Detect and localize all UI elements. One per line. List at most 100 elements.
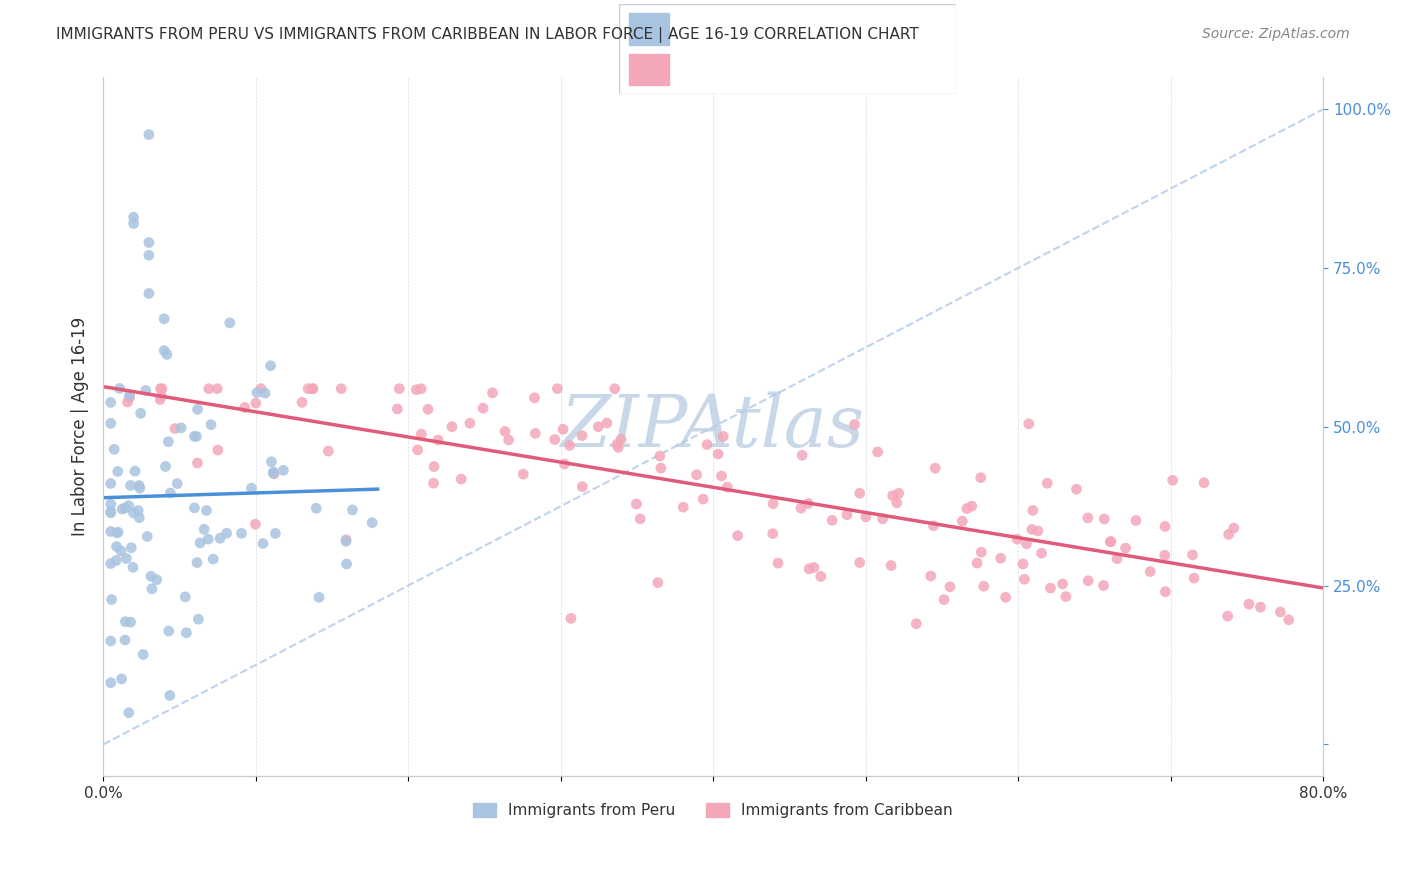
Point: [628, 512, 651, 526]
Point: [342, 503, 364, 517]
Point: [388, 382, 411, 396]
Point: [157, 624, 180, 638]
Point: [132, 648, 155, 662]
Point: [727, 529, 749, 543]
Point: [710, 469, 733, 483]
Point: [440, 419, 463, 434]
Point: [1278, 613, 1301, 627]
Point: [264, 526, 287, 541]
Point: [792, 448, 814, 462]
Point: [183, 429, 205, 443]
Point: [103, 442, 125, 457]
Point: [149, 392, 172, 407]
Point: [250, 382, 273, 396]
Point: [762, 497, 785, 511]
Point: [156, 347, 179, 361]
Point: [117, 395, 139, 409]
Point: [848, 556, 870, 570]
Point: [1092, 578, 1115, 592]
Point: [523, 391, 546, 405]
Point: [1161, 473, 1184, 487]
Point: [685, 467, 707, 482]
Point: [960, 499, 983, 513]
Point: [205, 382, 228, 396]
Point: [835, 508, 858, 522]
Point: [672, 500, 695, 515]
Point: [970, 545, 993, 559]
Point: [253, 386, 276, 401]
Point: [100, 506, 122, 520]
Point: [246, 385, 269, 400]
Point: [821, 513, 844, 527]
Point: [208, 531, 231, 545]
Point: [544, 433, 567, 447]
Point: [546, 382, 568, 396]
Point: [797, 496, 820, 510]
Point: [166, 476, 188, 491]
FancyBboxPatch shape: [619, 4, 956, 94]
Point: [207, 443, 229, 458]
Point: [790, 501, 813, 516]
Point: [150, 389, 173, 403]
Point: [411, 382, 433, 396]
Point: [973, 579, 995, 593]
Point: [606, 437, 628, 451]
Point: [848, 486, 870, 500]
Point: [405, 383, 427, 397]
Point: [155, 459, 177, 474]
Point: [128, 478, 150, 492]
Point: [138, 286, 160, 301]
Point: [335, 534, 357, 549]
Point: [411, 427, 433, 442]
Point: [450, 472, 472, 486]
Text: 95: 95: [865, 20, 889, 37]
Point: [1036, 476, 1059, 491]
Point: [174, 590, 197, 604]
Point: [626, 497, 648, 511]
Point: [193, 522, 215, 536]
Point: [1005, 533, 1028, 547]
Point: [100, 634, 122, 648]
Point: [603, 382, 626, 396]
Point: [120, 478, 142, 492]
Point: [122, 210, 145, 224]
Point: [118, 706, 141, 720]
Point: [920, 569, 942, 583]
Point: [1237, 597, 1260, 611]
Point: [245, 517, 267, 532]
Point: [138, 128, 160, 142]
Point: [302, 382, 325, 396]
Point: [318, 444, 340, 458]
Point: [696, 437, 718, 451]
Point: [107, 525, 129, 540]
Point: [215, 526, 238, 541]
Point: [1077, 511, 1099, 525]
Point: [135, 384, 157, 398]
Point: [596, 416, 619, 430]
Text: R =: R =: [679, 60, 710, 78]
Point: [100, 592, 122, 607]
Point: [245, 396, 267, 410]
Point: [866, 445, 889, 459]
Point: [1192, 475, 1215, 490]
Point: [150, 382, 173, 396]
Point: [416, 402, 439, 417]
Point: [711, 429, 734, 443]
Point: [607, 441, 630, 455]
Point: [240, 481, 263, 495]
Point: [114, 501, 136, 516]
Point: [153, 311, 176, 326]
Point: [1105, 551, 1128, 566]
Point: [1223, 521, 1246, 535]
Point: [551, 422, 574, 436]
Point: [610, 432, 633, 446]
Point: [200, 417, 222, 432]
Point: [1015, 537, 1038, 551]
Point: [571, 480, 593, 494]
Point: [558, 438, 581, 452]
Point: [1154, 519, 1177, 533]
FancyBboxPatch shape: [628, 13, 669, 45]
Point: [716, 480, 738, 494]
Point: [110, 672, 132, 686]
Point: [797, 562, 820, 576]
